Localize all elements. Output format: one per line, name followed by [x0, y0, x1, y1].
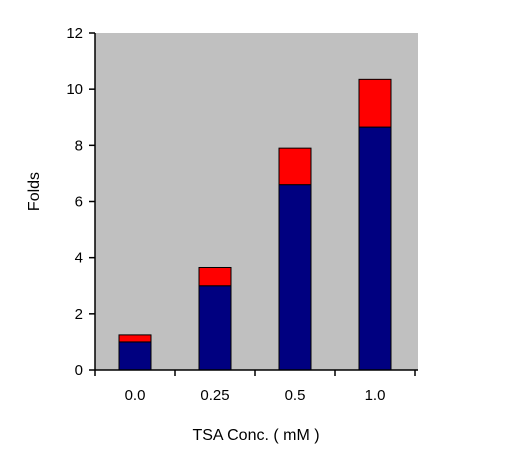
y-ticks-group: 0 2 4 6 8 10 12 [66, 25, 95, 379]
x-tick-label: 1.0 [365, 387, 386, 404]
bar-segment-top-3 [358, 78, 392, 128]
bars-group [118, 78, 392, 371]
y-axis-label: Folds [26, 172, 43, 211]
x-axis-label: TSA Conc. ( mM ) [192, 427, 319, 444]
y-tick-label: 2 [75, 306, 83, 323]
y-tick-label: 12 [66, 25, 83, 42]
bar-segment-base-2 [278, 184, 312, 371]
x-ticks-group: 0.0 0.25 0.5 1.0 [94, 370, 416, 404]
y-tick-label: 4 [75, 250, 83, 267]
bar-segment-top-0 [118, 334, 152, 343]
bar-segment-base-0 [118, 341, 152, 371]
bar-segment-base-3 [358, 126, 392, 371]
y-tick-label: 10 [66, 81, 83, 98]
bar-segment-base-1 [198, 285, 232, 371]
bar-segment-top-1 [198, 266, 232, 287]
y-tick-label: 0 [75, 362, 83, 379]
y-tick-label: 6 [75, 194, 83, 211]
x-tick-label: 0.0 [125, 387, 146, 404]
y-tick-label: 8 [75, 137, 83, 154]
x-tick-label: 0.25 [200, 387, 229, 404]
x-tick-label: 0.5 [285, 387, 306, 404]
bar-segment-top-2 [278, 147, 312, 186]
